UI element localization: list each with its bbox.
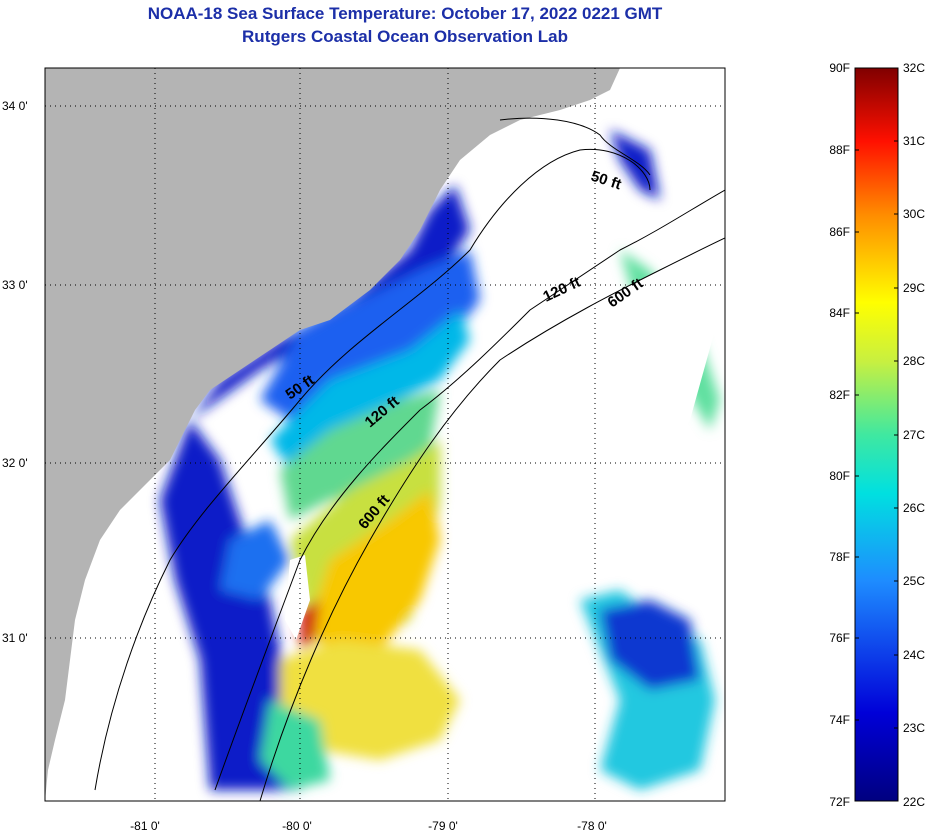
lat-label-32: 32 0' [2,456,28,470]
cbar-c-label: 27C [903,428,925,442]
map-title: NOAA-18 Sea Surface Temperature: October… [147,4,663,23]
cbar-c-label: 24C [903,648,925,662]
lon-label-79: -79 0' [428,819,458,832]
temperature-colorbar [854,67,899,802]
cbar-c-label: 23C [903,721,925,735]
lat-label-33: 33 0' [2,278,28,292]
cbar-c-label: 28C [903,354,925,368]
land-mass [45,68,620,801]
map-subtitle: Rutgers Coastal Ocean Observation Lab [242,27,568,46]
cbar-f-label: 88F [829,143,850,157]
cbar-f-label: 80F [829,469,850,483]
cbar-f-label: 76F [829,631,850,645]
cbar-f-label: 78F [829,550,850,564]
cbar-f-label: 84F [829,306,850,320]
map-frame [44,67,726,802]
lat-label-34: 34 0' [2,99,28,113]
lon-label-80: -80 0' [282,819,312,832]
isobath-lines [94,117,725,801]
colorbar-celsius-labels: 32C 31C 30C 29C 28C 27C 26C 25C 24C 23C … [903,61,925,809]
cbar-f-label: 72F [829,795,850,809]
colorbar-fahrenheit-labels: 90F 88F 86F 84F 82F 80F 78F 76F 74F 72F [829,61,850,809]
graticule [45,68,725,801]
cbar-c-label: 32C [903,61,925,75]
map-panel: 50 ft 120 ft 600 ft 50 ft 120 ft 600 ft [45,68,725,801]
lon-label-81: -81 0' [130,819,160,832]
cbar-f-label: 86F [829,225,850,239]
cbar-c-label: 29C [903,281,925,295]
cbar-c-label: 30C [903,207,925,221]
longitude-labels: -81 0' -80 0' -79 0' -78 0' [130,819,607,832]
cbar-c-label: 31C [903,134,925,148]
cbar-c-label: 25C [903,574,925,588]
lon-label-78: -78 0' [577,819,607,832]
cbar-f-label: 74F [829,713,850,727]
cbar-f-label: 82F [829,388,850,402]
cloud-mask [450,250,715,620]
cbar-c-label: 26C [903,501,925,515]
lat-label-31: 31 0' [2,631,28,645]
cloud-mask [285,555,310,640]
latitude-labels: 34 0' 33 0' 32 0' 31 0' [2,99,28,645]
cbar-f-label: 90F [829,61,850,75]
colorbar-ticks [855,140,898,729]
cbar-c-label: 22C [903,795,925,809]
